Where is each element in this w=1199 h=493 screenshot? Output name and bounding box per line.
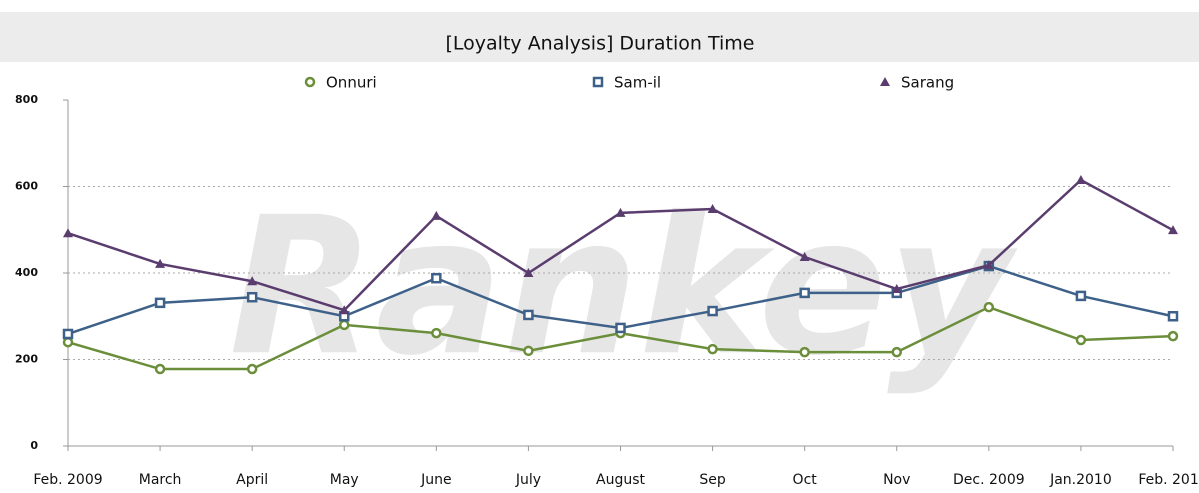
x-tick-label: Feb. 2010 (1138, 472, 1199, 488)
point (62, 336, 74, 348)
point (523, 268, 534, 277)
point (891, 284, 902, 294)
x-tick-label: Sep (699, 472, 726, 488)
x-tick-label: March (139, 472, 182, 488)
point (154, 363, 166, 375)
point (63, 228, 73, 238)
point (431, 272, 442, 284)
point (707, 343, 718, 355)
point (799, 287, 810, 299)
point (1075, 290, 1087, 302)
point (615, 322, 626, 334)
point (1075, 175, 1086, 185)
point (304, 76, 316, 88)
point (1075, 334, 1087, 346)
point (523, 345, 534, 357)
title-banner (0, 12, 1199, 62)
x-tick-label: May (330, 472, 359, 488)
y-tick-label: 600 (15, 180, 38, 193)
x-tick-label: July (515, 472, 541, 488)
point (983, 260, 994, 270)
x-tick-label: April (236, 472, 268, 488)
point (247, 276, 258, 286)
watermark: Rankey (229, 176, 1018, 397)
x-tick-label: June (420, 472, 452, 488)
x-tick-label: Feb. 2009 (33, 472, 102, 488)
point (246, 363, 258, 375)
point (1167, 311, 1179, 322)
y-tick-label: 200 (15, 353, 38, 366)
point (62, 328, 74, 340)
y-tick-label: 400 (15, 266, 38, 279)
point (880, 77, 890, 86)
point (154, 297, 166, 309)
point (615, 207, 626, 217)
legend-label: Onnuri (326, 74, 377, 92)
x-tick-label: Oct (793, 472, 818, 488)
point (983, 301, 995, 313)
x-tick-label: August (596, 472, 646, 488)
point (523, 309, 534, 321)
point (592, 76, 604, 88)
point (1167, 330, 1179, 342)
y-tick-label: 0 (30, 439, 38, 452)
legend-label: Sarang (901, 74, 954, 92)
point (431, 210, 442, 220)
chart-title: [Loyalty Analysis] Duration Time (446, 33, 755, 55)
point (155, 258, 166, 268)
point (339, 319, 350, 331)
y-tick-label: 800 (15, 93, 38, 106)
point (339, 305, 350, 315)
point (799, 251, 810, 261)
point (707, 305, 718, 317)
x-tick-label: Jan.2010 (1049, 472, 1112, 488)
point (891, 346, 902, 358)
legend-label: Sam-il (614, 74, 661, 92)
point (1168, 225, 1178, 235)
point (246, 291, 258, 303)
x-tick-label: Nov (883, 472, 910, 488)
point (707, 203, 718, 213)
x-tick-label: Dec. 2009 (953, 472, 1025, 488)
point (799, 346, 810, 358)
point (431, 327, 442, 339)
